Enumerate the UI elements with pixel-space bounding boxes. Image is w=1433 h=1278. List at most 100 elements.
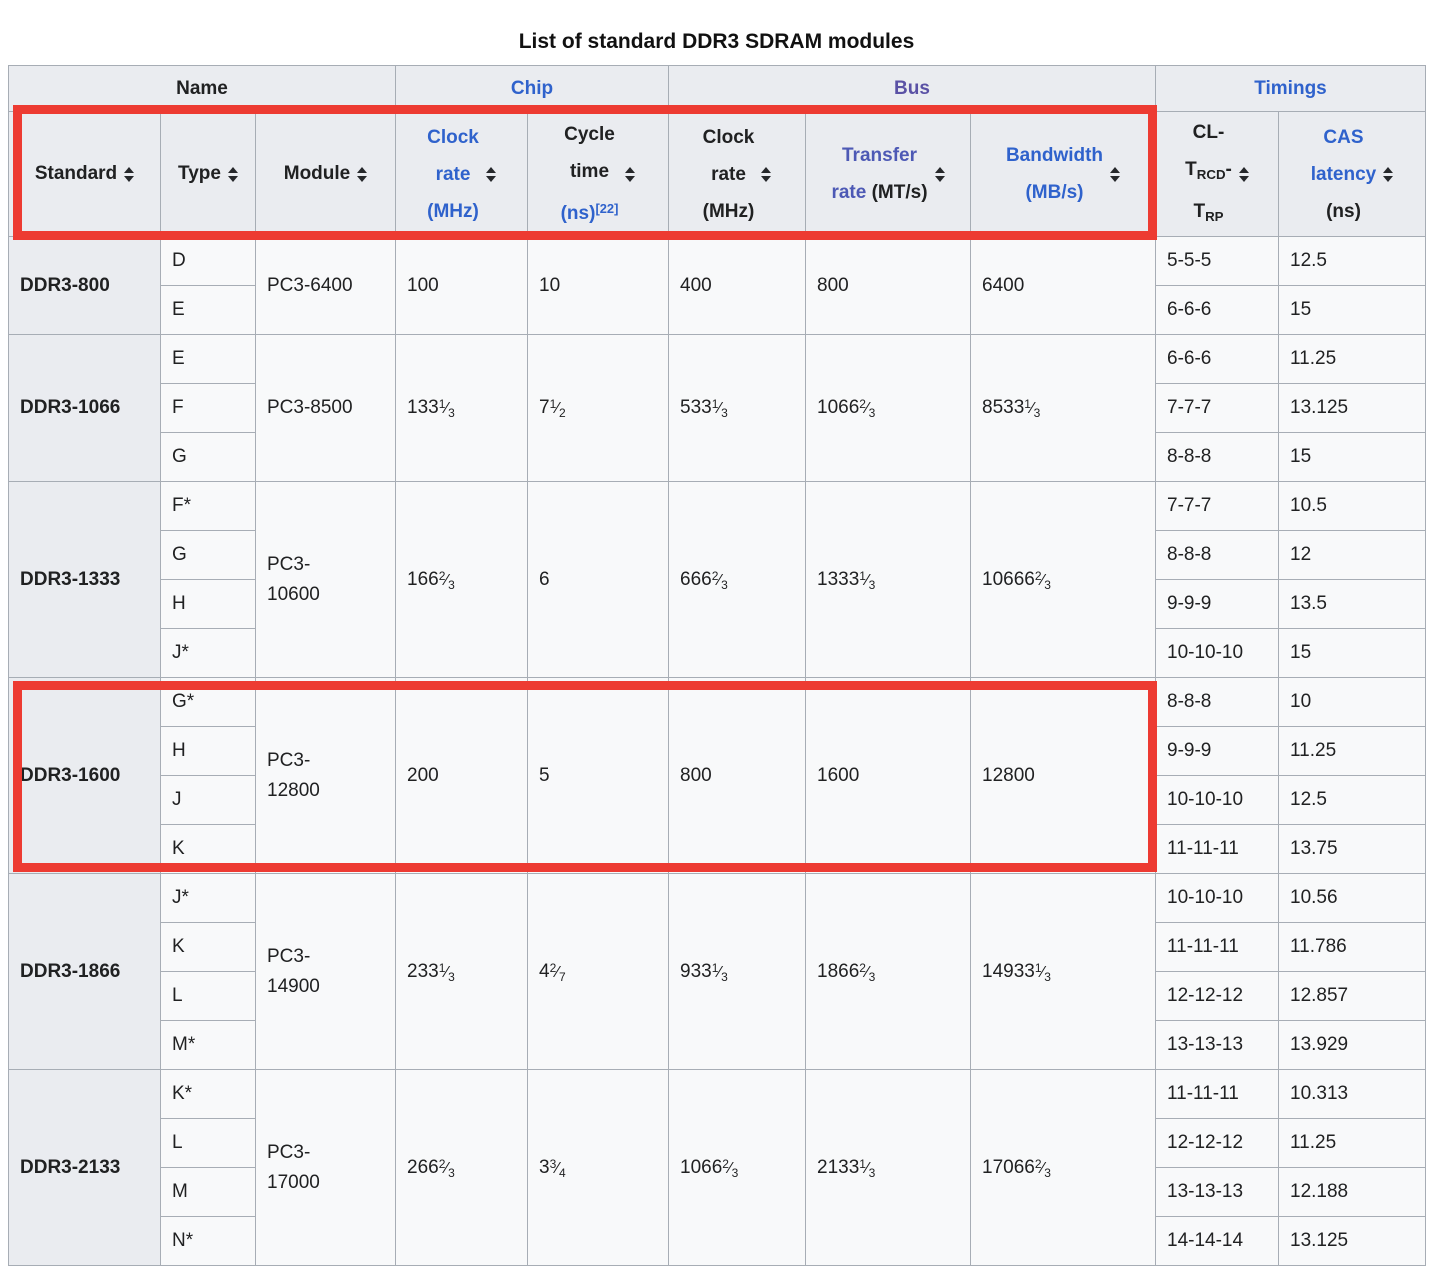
standard-cell: DDR3-1333	[8, 481, 161, 678]
module-cell: PC3- 14900	[255, 873, 396, 1070]
bandwidth-cell: 149331⁄3	[970, 873, 1156, 1070]
col-header-standard[interactable]: Standard	[8, 111, 161, 237]
cas-latency-cell: 13.75	[1278, 824, 1426, 874]
table-row: G 8-8-8 15	[9, 432, 1426, 482]
group-header-row: Name Chip Bus Timings	[8, 65, 1426, 112]
cas-latency-cell: 12	[1278, 530, 1426, 580]
cl-timings-cell: 8-8-8	[1155, 677, 1279, 727]
type-cell: K	[160, 922, 256, 972]
cl-timings-cell: 12-12-12	[1155, 971, 1279, 1021]
cl-timings-cell: 7-7-7	[1155, 383, 1279, 433]
table-row: M 13-13-13 12.188	[9, 1167, 1426, 1217]
type-cell: H	[160, 726, 256, 776]
table-row: DDR3-1333 F* PC3- 10600 1662⁄3 6 6662⁄3 13331⁄…	[8, 481, 1426, 678]
col-header-type[interactable]: Type	[160, 111, 256, 237]
table-row: DDR3-1600 G* PC3- 12800 200 5 800 1600 12800 8-8…	[8, 677, 1426, 874]
bandwidth-cell: 12800	[970, 677, 1156, 874]
col-header-chip-clock-rate[interactable]: Clock rate (MHz)	[395, 111, 528, 237]
cas-latency-cell: 15	[1278, 285, 1426, 335]
cl-timings-cell: 6-6-6	[1155, 334, 1279, 384]
cas-latency-cell: 10.313	[1278, 1069, 1426, 1119]
cl-timings-cell: 13-13-13	[1155, 1020, 1279, 1070]
bandwidth-cell: 6400	[970, 236, 1156, 335]
table-row: DDR3-1066 E PC3-8500 1331⁄3 71⁄2 5331⁄3 10662⁄…	[8, 334, 1426, 482]
table-row: DDR3-2133 K* PC3- 17000 2662⁄3 33⁄4 10662⁄3 21…	[8, 1069, 1426, 1266]
cas-latency-cell: 11.786	[1278, 922, 1426, 972]
col-header-cl-trcd-trp[interactable]: CL- TRCD- TRP	[1155, 111, 1279, 237]
cas-latency-cell: 12.5	[1278, 236, 1426, 286]
bandwidth-cell: 106662⁄3	[970, 481, 1156, 678]
sort-icon	[357, 166, 368, 182]
type-cell: E	[160, 334, 256, 384]
bandwidth-cell: 170662⁄3	[970, 1069, 1156, 1266]
sort-icon	[625, 166, 636, 182]
column-header-row: Standard Type Module Clock rate (MHz)	[8, 111, 1426, 237]
cl-timings-cell: 14-14-14	[1155, 1216, 1279, 1266]
type-cell: F	[160, 383, 256, 433]
cas-latency-cell: 11.25	[1278, 334, 1426, 384]
cycle-time-cell: 33⁄4	[527, 1069, 669, 1266]
group-header-name: Name	[8, 65, 396, 112]
module-cell: PC3-6400	[255, 236, 396, 335]
standard-cell: DDR3-1066	[8, 334, 161, 482]
cycle-time-cell: 10	[527, 236, 669, 335]
standard-cell: DDR3-800	[8, 236, 161, 335]
chip-clock-cell: 2662⁄3	[395, 1069, 528, 1266]
sort-icon	[124, 166, 135, 182]
group-header-timings-link[interactable]: Timings	[1155, 65, 1426, 112]
footnote-ref[interactable]: [22]	[595, 201, 619, 216]
cas-latency-cell: 13.125	[1278, 383, 1426, 433]
cas-latency-cell: 15	[1278, 628, 1426, 678]
group-header-chip-link[interactable]: Chip	[395, 65, 669, 112]
cl-timings-cell: 12-12-12	[1155, 1118, 1279, 1168]
transfer-rate-cell: 21331⁄3	[805, 1069, 971, 1266]
col-header-transfer-rate[interactable]: Transfer rate (MT/s)	[805, 111, 971, 237]
col-header-module[interactable]: Module	[255, 111, 396, 237]
cl-timings-cell: 9-9-9	[1155, 726, 1279, 776]
cas-latency-cell: 12.5	[1278, 775, 1426, 825]
cas-latency-cell: 10.5	[1278, 481, 1426, 531]
cl-timings-cell: 6-6-6	[1155, 285, 1279, 335]
bus-clock-cell: 5331⁄3	[668, 334, 806, 482]
cl-timings-cell: 10-10-10	[1155, 628, 1279, 678]
transfer-rate-cell: 18662⁄3	[805, 873, 971, 1070]
bus-clock-cell: 10662⁄3	[668, 1069, 806, 1266]
table-row: J 10-10-10 12.5	[9, 775, 1426, 825]
table-row: K 11-11-11 11.786	[9, 922, 1426, 972]
cycle-time-cell: 42⁄7	[527, 873, 669, 1070]
type-cell: J	[160, 775, 256, 825]
cl-timings-cell: 5-5-5	[1155, 236, 1279, 286]
page-title: List of standard DDR3 SDRAM modules	[518, 30, 915, 53]
col-header-bandwidth[interactable]: Bandwidth (MB/s)	[970, 111, 1156, 237]
type-cell: J*	[160, 628, 256, 678]
sort-icon	[761, 166, 772, 182]
sort-icon	[227, 166, 238, 182]
table-body: DDR3-800 D PC3-6400 100 10 400 800 6400 5-5-5 12.…	[8, 236, 1426, 1266]
table-row: G 8-8-8 12	[9, 530, 1426, 580]
module-cell: PC3-8500	[255, 334, 396, 482]
sort-icon	[1110, 166, 1121, 182]
bandwidth-cell: 85331⁄3	[970, 334, 1156, 482]
group-header-bus-link[interactable]: Bus	[668, 65, 1156, 112]
table-row: DDR3-800 D PC3-6400 100 10 400 800 6400 5-5-5 12.…	[8, 236, 1426, 335]
type-cell: G*	[160, 677, 256, 727]
bus-clock-cell: 800	[668, 677, 806, 874]
type-cell: M*	[160, 1020, 256, 1070]
transfer-rate-cell: 1600	[805, 677, 971, 874]
sort-icon	[1238, 166, 1249, 182]
transfer-rate-cell: 800	[805, 236, 971, 335]
col-header-cas-latency[interactable]: CAS latency (ns)	[1278, 111, 1426, 237]
type-cell: K	[160, 824, 256, 874]
cl-timings-cell: 8-8-8	[1155, 530, 1279, 580]
type-cell: G	[160, 530, 256, 580]
bus-clock-cell: 6662⁄3	[668, 481, 806, 678]
table-row: M* 13-13-13 13.929	[9, 1020, 1426, 1070]
col-header-bus-clock-rate[interactable]: Clock rate (MHz)	[668, 111, 806, 237]
sort-icon	[485, 166, 496, 182]
table-row: L 12-12-12 12.857	[9, 971, 1426, 1021]
chip-clock-cell: 2331⁄3	[395, 873, 528, 1070]
chip-clock-cell: 200	[395, 677, 528, 874]
cas-latency-cell: 11.25	[1278, 726, 1426, 776]
col-header-cycle-time[interactable]: Cycle time (ns)[22]	[527, 111, 669, 237]
bus-clock-cell: 400	[668, 236, 806, 335]
